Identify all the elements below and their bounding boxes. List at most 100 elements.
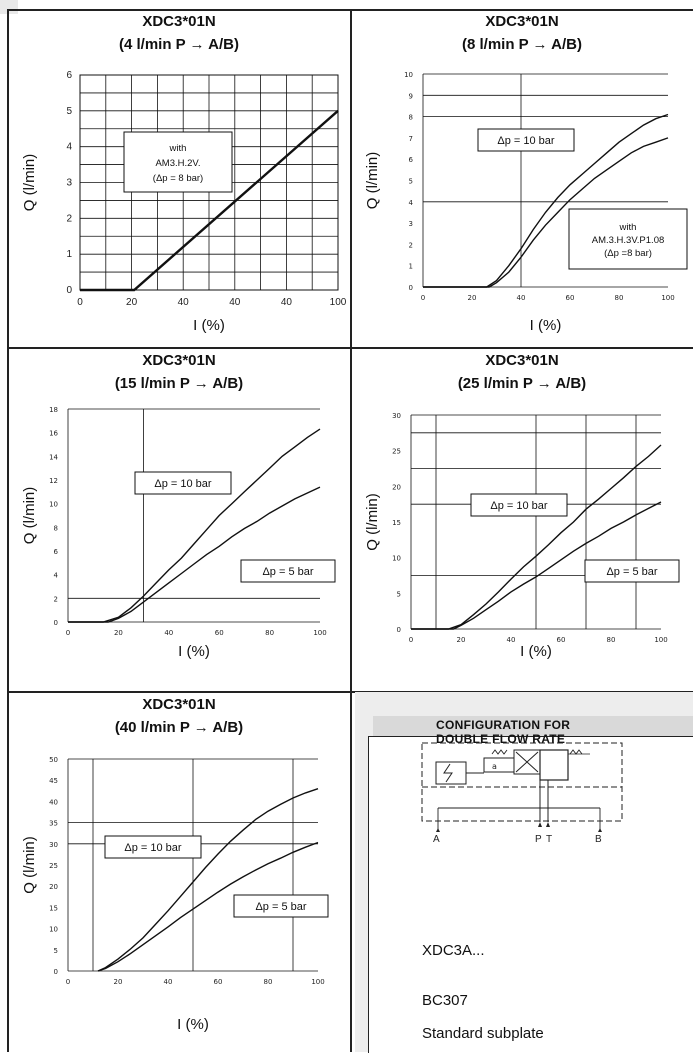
- config-item-subplate: Standard subplate: [422, 1025, 544, 1042]
- x-tick-label: 0: [77, 297, 83, 308]
- config-title-band: [373, 716, 693, 736]
- chart-4lpm: XDC3*01N (4 l/min P → A/B) 0 20 40 40 40 100 0 1 2…: [21, 13, 347, 334]
- annotation-text: Δp = 5 bar: [255, 901, 306, 913]
- annotation-frame: [477, 128, 575, 152]
- y-tick-label: 10: [392, 555, 401, 563]
- annotation-frame: [134, 471, 232, 495]
- y-tick-label: 14: [49, 453, 58, 461]
- x-tick-label: 60: [215, 629, 224, 637]
- series-line-0: [423, 113, 669, 288]
- y-tick-label: 7: [409, 135, 413, 143]
- x-tick-label: 20: [468, 294, 477, 302]
- chart-25lpm: XDC3*01N (25 l/min P → A/B) 0 20 40 60 80 100 0 5…: [364, 352, 680, 660]
- x-axis-label: I (%): [177, 1016, 209, 1033]
- x-tick-label: 100: [661, 294, 674, 302]
- y-tick-label: 10: [404, 71, 413, 79]
- frame-left: [7, 9, 9, 1052]
- annotation-frame: [568, 208, 688, 270]
- y-axis-label: Q (l/min): [21, 154, 38, 212]
- y-tick-label: 35: [49, 820, 58, 828]
- x-tick-label: 40: [229, 297, 241, 308]
- x-tick-label: 80: [264, 978, 273, 986]
- x-tick-label: 0: [421, 294, 425, 302]
- chart-title-line2: (4 l/min P → A/B): [119, 36, 239, 53]
- config-item-subplate-code: BC307: [422, 992, 468, 1009]
- chart-title-line2: (15 l/min P → A/B): [115, 375, 243, 392]
- y-axis-label: Q (l/min): [21, 836, 38, 894]
- y-tick-label: 30: [392, 412, 401, 420]
- y-tick-label: 0: [54, 619, 58, 627]
- y-tick-label: 10: [49, 501, 58, 509]
- y-tick-label: 15: [392, 519, 401, 527]
- annotation-frame: [233, 894, 329, 918]
- config-title-line1: CONFIGURATION FOR: [436, 718, 571, 732]
- chart-title-line2: (8 l/min P → A/B): [462, 36, 582, 53]
- annotation-text: Δp = 5 bar: [262, 566, 313, 578]
- grid-lines: [68, 408, 320, 622]
- chart-8lpm: XDC3*01N (8 l/min P → A/B) 0 20 40 60 80 100 0 1 2…: [364, 13, 688, 334]
- grid-lines: [423, 73, 668, 287]
- annotation-frame: [584, 559, 680, 583]
- header-tab: [0, 0, 18, 14]
- annotation-box: Δp = 10 bar: [134, 471, 232, 495]
- port-p-label: P: [535, 834, 542, 845]
- annotation-box: Δp = 10 bar: [477, 128, 575, 152]
- annotation-frame: [123, 131, 233, 193]
- y-axis-label: Q (l/min): [364, 493, 381, 551]
- y-tick-label: 8: [409, 114, 413, 122]
- y-tick-label: 18: [49, 406, 58, 414]
- y-tick-label: 3: [409, 220, 413, 228]
- port-t-label: T: [546, 834, 552, 845]
- x-tick-label: 60: [566, 294, 575, 302]
- chart-15lpm: XDC3*01N (15 l/min P → A/B) 0 20 40 60 80 100 0 2…: [21, 352, 336, 660]
- y-tick-label: 6: [409, 156, 414, 164]
- chart-title-line1: XDC3*01N: [142, 13, 215, 30]
- y-tick-label: 40: [49, 798, 58, 806]
- x-tick-label: 20: [114, 629, 123, 637]
- y-tick-label: 45: [49, 777, 58, 785]
- y-tick-label: 16: [49, 430, 58, 438]
- x-tick-label: 60: [557, 636, 566, 644]
- y-tick-label: 4: [409, 199, 414, 207]
- annotation-box: Δp = 5 bar: [584, 559, 680, 583]
- series-line-0: [97, 788, 319, 972]
- x-axis-label: I (%): [520, 643, 552, 660]
- y-tick-label: 5: [409, 178, 413, 186]
- annotation-text: with: [169, 143, 187, 154]
- y-tick-label: 3: [66, 178, 72, 189]
- annotation-frame: [104, 835, 202, 859]
- x-tick-label: 20: [126, 297, 138, 308]
- annotation-box: with AM.3.H.3V.P1.08 (Δp =8 bar): [568, 208, 688, 270]
- chart-40lpm: XDC3*01N (40 l/min P → A/B) 0 20 40 60 80 100 0 5…: [21, 696, 329, 1033]
- y-tick-label: 5: [397, 590, 401, 598]
- annotation-text: AM3.H.2V.: [155, 158, 200, 169]
- annotation-box: Δp = 5 bar: [240, 559, 336, 583]
- annotation-box: Δp = 5 bar: [233, 894, 329, 918]
- y-tick-label: 8: [54, 524, 58, 532]
- x-tick-label: 80: [265, 629, 274, 637]
- x-tick-label: 60: [214, 978, 223, 986]
- series-line-1: [411, 501, 662, 630]
- frame-row1-divider: [7, 347, 693, 349]
- x-tick-label: 20: [114, 978, 123, 986]
- chart-title-line1: XDC3*01N: [485, 13, 558, 30]
- config-item-valve: XDC3A...: [422, 942, 485, 959]
- y-tick-label: 50: [49, 756, 58, 764]
- x-tick-label: 100: [313, 629, 326, 637]
- y-tick-label: 0: [54, 968, 58, 976]
- grid-lines: [68, 758, 318, 971]
- grid-lines: [80, 75, 338, 290]
- y-tick-label: 10: [49, 926, 58, 934]
- port-b-label: B: [595, 834, 602, 845]
- y-tick-label: 2: [54, 595, 58, 603]
- x-tick-label: 20: [457, 636, 466, 644]
- y-tick-label: 20: [392, 483, 401, 491]
- config-box: [368, 736, 693, 1053]
- x-tick-label: 40: [507, 636, 516, 644]
- y-tick-label: 25: [392, 448, 401, 456]
- x-tick-label: 100: [654, 636, 667, 644]
- y-tick-label: 4: [66, 142, 72, 153]
- y-tick-label: 2: [409, 241, 413, 249]
- annotation-text: (Δp = 8 bar): [153, 173, 203, 184]
- annotation-text: (Δp =8 bar): [604, 248, 652, 259]
